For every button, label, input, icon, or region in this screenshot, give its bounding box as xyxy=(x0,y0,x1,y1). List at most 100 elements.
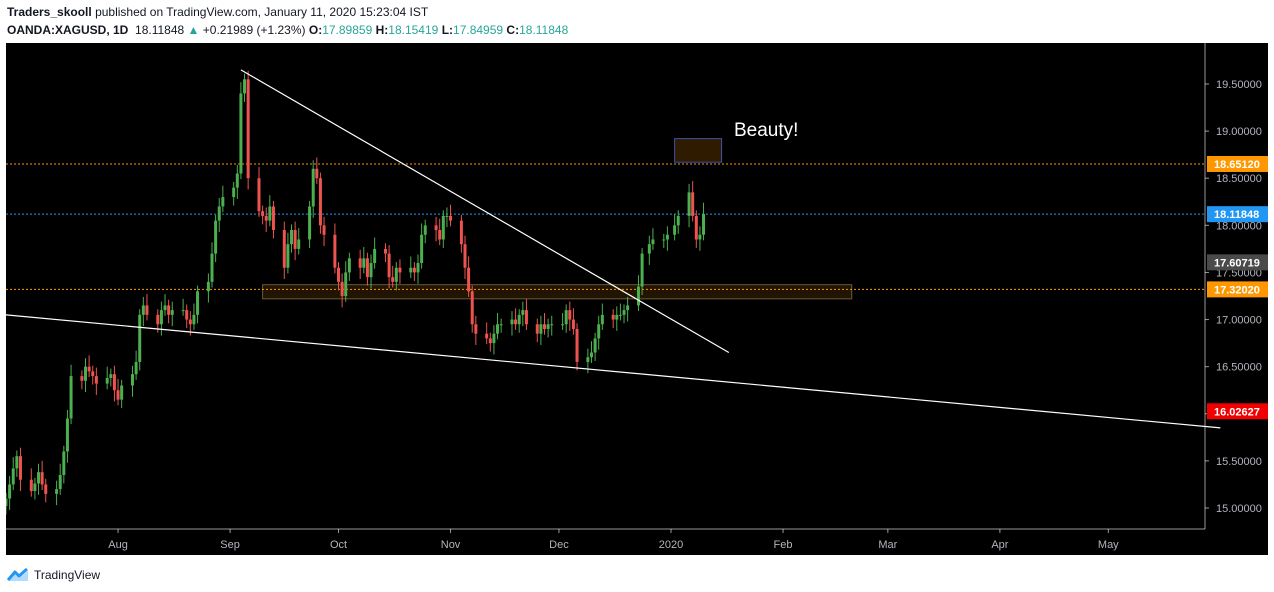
candle-body[interactable] xyxy=(4,498,8,507)
candle-body[interactable] xyxy=(185,310,189,320)
candle-body[interactable] xyxy=(647,244,651,254)
candle-body[interactable] xyxy=(550,324,554,326)
candle-body[interactable] xyxy=(365,258,369,278)
lower-trendline[interactable] xyxy=(5,314,1221,429)
candle-body[interactable] xyxy=(499,324,503,326)
candle-body[interactable] xyxy=(217,206,221,221)
candle-body[interactable] xyxy=(412,267,416,273)
candle-body[interactable] xyxy=(358,258,362,268)
candle-body[interactable] xyxy=(344,272,348,296)
candle-body[interactable] xyxy=(232,187,236,198)
candle-body[interactable] xyxy=(264,215,268,221)
candle-body[interactable] xyxy=(362,258,366,268)
candle-body[interactable] xyxy=(665,234,669,240)
candle-body[interactable] xyxy=(459,220,463,245)
candle-body[interactable] xyxy=(340,281,344,296)
candle-body[interactable] xyxy=(600,314,604,325)
candle-body[interactable] xyxy=(55,489,59,494)
candle-body[interactable] xyxy=(535,324,539,334)
candle-body[interactable] xyxy=(561,324,565,326)
candle-body[interactable] xyxy=(62,451,66,476)
candle-body[interactable] xyxy=(192,314,196,325)
candle-body[interactable] xyxy=(130,374,134,386)
candle-body[interactable] xyxy=(369,263,373,278)
candle-body[interactable] xyxy=(510,319,514,325)
candle-body[interactable] xyxy=(488,338,492,344)
candle-body[interactable] xyxy=(546,324,550,329)
candle-body[interactable] xyxy=(398,267,402,273)
candle-body[interactable] xyxy=(387,253,391,278)
candle-body[interactable] xyxy=(449,215,453,221)
candle-body[interactable] xyxy=(221,197,225,207)
candle-body[interactable] xyxy=(116,390,120,400)
candle-body[interactable] xyxy=(514,319,518,325)
candle-body[interactable] xyxy=(235,173,239,188)
candle-body[interactable] xyxy=(257,178,261,212)
candle-body[interactable] xyxy=(626,305,630,311)
candle-body[interactable] xyxy=(373,248,377,264)
candle-body[interactable] xyxy=(445,215,449,217)
price-chart[interactable]: 19.50000 19.00000 18.50000 18.00000 17.50000… xyxy=(4,43,1268,555)
candle-body[interactable] xyxy=(109,374,113,378)
candle-body[interactable] xyxy=(337,267,340,282)
candle-body[interactable] xyxy=(112,374,116,391)
candle-body[interactable] xyxy=(29,479,33,492)
time-scale[interactable] xyxy=(6,529,1268,555)
candle-body[interactable] xyxy=(524,310,528,325)
candle-body[interactable] xyxy=(37,472,41,484)
candle-body[interactable] xyxy=(618,314,622,316)
candle-body[interactable] xyxy=(622,310,626,315)
candle-body[interactable] xyxy=(496,324,500,334)
candle-body[interactable] xyxy=(467,267,471,292)
candle-body[interactable] xyxy=(138,314,142,362)
candle-body[interactable] xyxy=(636,286,640,306)
candle-body[interactable] xyxy=(214,220,218,254)
candle-body[interactable] xyxy=(141,305,145,315)
candle-body[interactable] xyxy=(290,230,294,245)
candle-body[interactable] xyxy=(568,310,572,320)
candle-body[interactable] xyxy=(492,333,496,344)
candle-body[interactable] xyxy=(434,225,438,231)
candle-body[interactable] xyxy=(463,244,467,268)
candle-body[interactable] xyxy=(243,79,247,94)
candle-body[interactable] xyxy=(91,371,95,377)
candle-body[interactable] xyxy=(170,310,174,315)
candle-body[interactable] xyxy=(575,328,579,362)
candle-body[interactable] xyxy=(246,79,250,179)
candle-body[interactable] xyxy=(33,483,37,492)
candle-body[interactable] xyxy=(438,230,442,240)
candle-body[interactable] xyxy=(615,314,619,320)
candle-body[interactable] xyxy=(702,214,706,235)
candle-body[interactable] xyxy=(662,239,666,241)
candle-body[interactable] xyxy=(167,305,171,315)
candle-body[interactable] xyxy=(673,225,677,235)
candle-body[interactable] xyxy=(420,234,424,264)
candle-body[interactable] xyxy=(84,366,88,381)
candle-body[interactable] xyxy=(268,206,272,221)
candle-body[interactable] xyxy=(383,248,387,254)
candle-body[interactable] xyxy=(589,352,593,358)
footer-brand[interactable]: TradingView xyxy=(7,566,100,584)
candle-body[interactable] xyxy=(58,475,62,490)
candle-body[interactable] xyxy=(543,324,547,329)
candle-body[interactable] xyxy=(347,258,351,273)
candle-body[interactable] xyxy=(94,376,98,384)
candle-body[interactable] xyxy=(676,215,680,226)
candle-body[interactable] xyxy=(691,192,695,216)
candle-body[interactable] xyxy=(297,239,301,249)
resistance-zone[interactable] xyxy=(674,138,723,163)
candle-body[interactable] xyxy=(293,230,297,249)
candle-body[interactable] xyxy=(8,484,12,499)
candle-body[interactable] xyxy=(87,366,91,372)
candle-body[interactable] xyxy=(571,319,575,329)
candle-body[interactable] xyxy=(196,291,200,315)
candle-body[interactable] xyxy=(145,305,149,315)
candle-body[interactable] xyxy=(651,239,655,245)
candle-body[interactable] xyxy=(120,385,124,400)
support-zone[interactable] xyxy=(262,284,853,300)
candle-body[interactable] xyxy=(315,168,319,179)
candle-body[interactable] xyxy=(611,314,615,320)
candle-body[interactable] xyxy=(441,215,445,240)
candle-body[interactable] xyxy=(40,472,44,485)
candle-body[interactable] xyxy=(163,305,167,311)
